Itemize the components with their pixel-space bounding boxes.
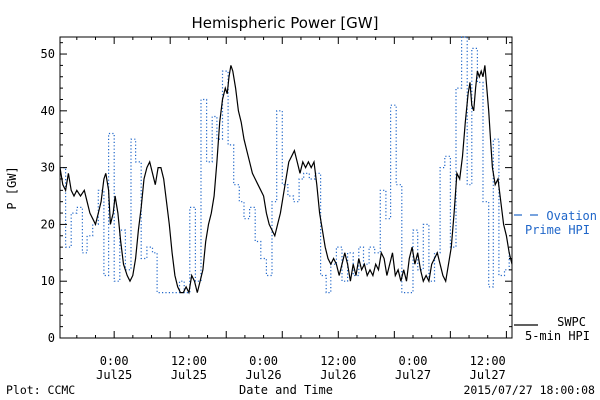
y-axis: 0 10 20 30 40 50 (41, 42, 512, 345)
legend-ovation-label-1: Ovation (546, 209, 597, 223)
legend-swpc: SWPC 5-min HPI (514, 315, 590, 343)
x-tick-date-label: Jul25 (96, 368, 132, 382)
legend-swpc-label-1: SWPC (557, 315, 586, 329)
x-tick-time-label: 12:00 (171, 354, 207, 368)
y-axis-label: P [GW] (5, 166, 19, 209)
y-tick-label: 40 (41, 104, 55, 118)
x-tick-time-label: 0:00 (100, 354, 129, 368)
x-axis: 0:00Jul2512:00Jul250:00Jul2612:00Jul260:… (76, 37, 507, 382)
legend-ovation: Ovation Prime HPI (514, 209, 597, 237)
plot-frame (59, 36, 513, 339)
legend-swpc-label-2: 5-min HPI (525, 329, 590, 343)
x-tick-date-label: Jul27 (395, 368, 431, 382)
y-tick-label: 50 (41, 47, 55, 61)
x-tick-date-label: Jul27 (470, 368, 506, 382)
y-tick-label: 30 (41, 161, 55, 175)
x-tick-date-label: Jul26 (246, 368, 282, 382)
footer-timestamp: 2015/07/27 18:00:08 (463, 383, 595, 397)
footer-credit: Plot: CCMC (6, 383, 75, 397)
x-tick-time-label: 12:00 (320, 354, 356, 368)
y-tick-label: 20 (41, 217, 55, 231)
chart-title: Hemispheric Power [GW] (192, 14, 379, 32)
y-tick-label: 0 (48, 331, 55, 345)
x-axis-label: Date and Time (239, 383, 333, 397)
x-tick-time-label: 12:00 (470, 354, 506, 368)
legend-ovation-label-2: Prime HPI (525, 223, 590, 237)
series-swpc-5min-hpi (59, 65, 513, 295)
y-tick-label: 10 (41, 274, 55, 288)
x-tick-date-label: Jul25 (171, 368, 207, 382)
x-tick-time-label: 0:00 (399, 354, 428, 368)
x-tick-date-label: Jul26 (320, 368, 356, 382)
x-tick-time-label: 0:00 (249, 354, 278, 368)
series-ovation-prime-hpi (60, 36, 512, 294)
